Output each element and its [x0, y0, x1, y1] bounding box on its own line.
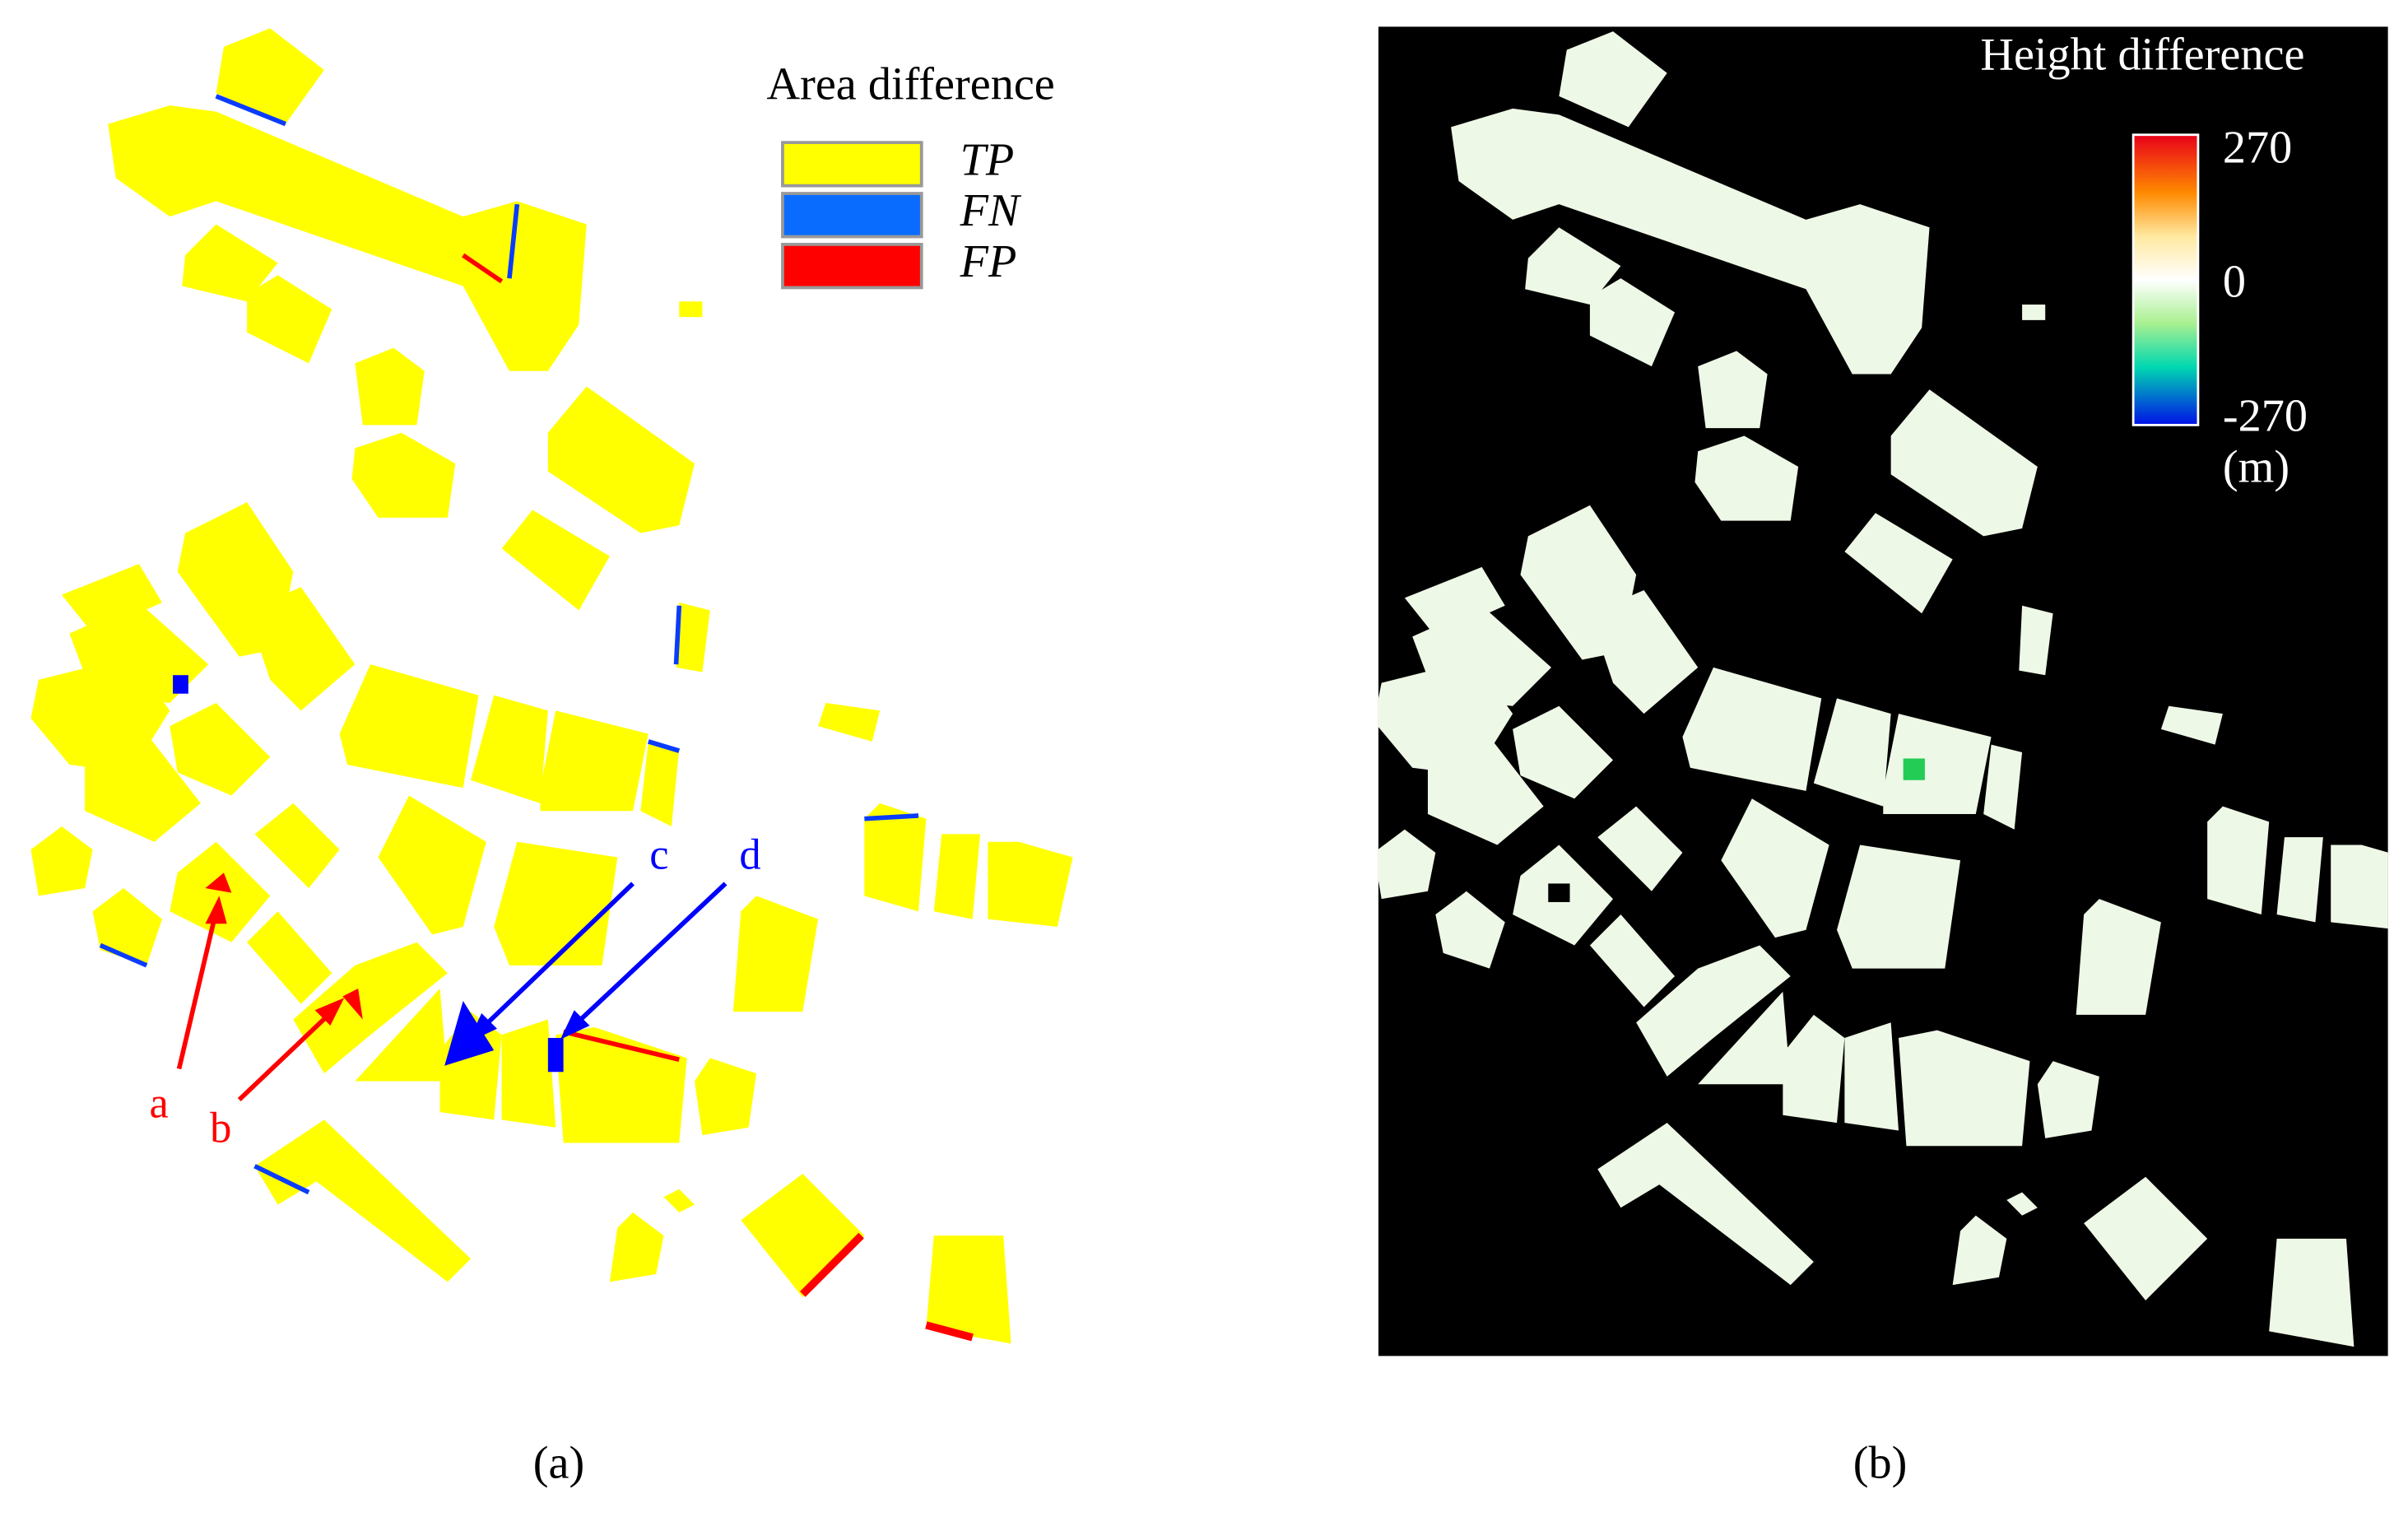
annotation: c [649, 831, 668, 878]
legend-swatch [781, 192, 923, 239]
annotation: d [739, 831, 760, 878]
annotation-arrows [176, 882, 728, 1102]
caption: (b) [1853, 1437, 1908, 1488]
caption: (a) [533, 1437, 584, 1488]
legend-label: FN [960, 185, 1022, 236]
colorbar-ticks: 270 0 -270 [2223, 122, 2308, 441]
fn-region [444, 1000, 495, 1066]
colorbar-tick-label: 0 [2223, 256, 2246, 307]
colorbar-unit: (m) [2223, 442, 2289, 493]
legend-swatch [781, 141, 923, 188]
legend-swatch [781, 243, 923, 290]
courtyard [1548, 883, 1570, 902]
fp-region [342, 988, 363, 1020]
panel-b: Height difference 270 0 -270 (m) (b) [1378, 26, 2388, 1488]
annotation: b [210, 1104, 231, 1152]
legend-label: TP [960, 134, 1015, 185]
colorbar-tick-label: -270 [2223, 391, 2308, 442]
fp-region [205, 873, 232, 893]
annotation: a [150, 1079, 169, 1127]
legend-title: Area difference [766, 58, 1054, 109]
legend-label: FP [960, 236, 1017, 287]
edge-errors [99, 94, 974, 1342]
fn-region [547, 1037, 564, 1073]
fn-region [173, 675, 188, 694]
height-diff-spot [1903, 758, 1925, 780]
colorbar [2131, 133, 2200, 426]
colorbar-tick-label: 270 [2223, 122, 2292, 173]
legend-title: Height difference [1980, 30, 2304, 81]
